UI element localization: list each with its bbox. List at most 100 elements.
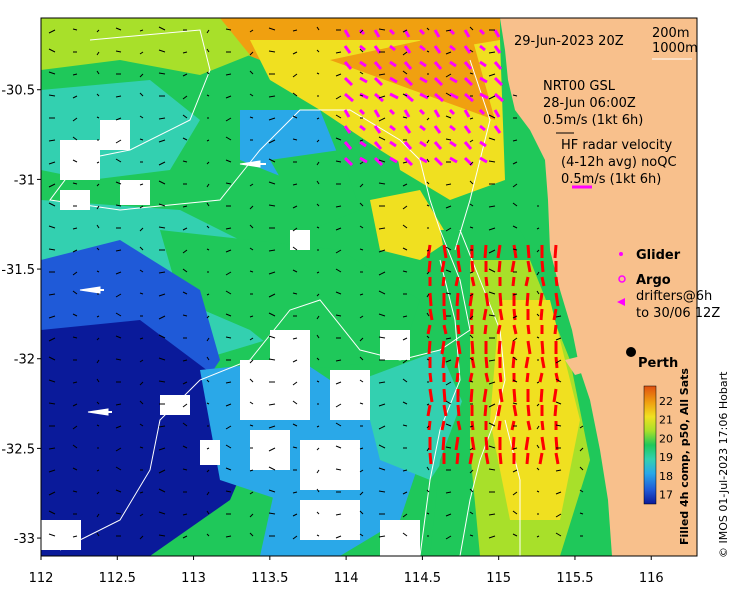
- gsl-vector: [555, 315, 562, 318]
- hf-vector: [498, 372, 503, 383]
- gsl-vector: [206, 48, 210, 53]
- hf-vector: [359, 156, 368, 164]
- legend-glider: Glider: [636, 248, 681, 263]
- gsl-vector: [292, 227, 298, 232]
- gsl-vector: [96, 183, 100, 187]
- gsl-vector: [268, 466, 276, 471]
- gsl-vector: [292, 183, 298, 186]
- gsl-vector: [249, 183, 254, 187]
- gsl-vector: [316, 357, 320, 361]
- hf-vector: [373, 109, 381, 118]
- hf-vector: [373, 156, 384, 167]
- gsl-vector: [579, 512, 584, 515]
- gsl-vector: [139, 359, 144, 363]
- gsl-vector: [426, 95, 430, 98]
- gsl-vector: [335, 291, 342, 295]
- gsl-vector: [512, 356, 518, 361]
- gsl-vector: [445, 92, 452, 97]
- credit-text: © IMOS 01-Jul-2023 17:06 Hobart: [717, 371, 730, 558]
- hf-vector: [373, 125, 382, 134]
- gsl-vector: [249, 513, 254, 518]
- hf-vector: [552, 388, 558, 403]
- gsl-vector: [512, 161, 518, 165]
- hf-vector: [419, 140, 427, 148]
- hf-vector: [497, 340, 502, 355]
- gsl-vector: [488, 205, 496, 208]
- gsl-vector: [206, 447, 210, 450]
- gsl-vector: [316, 488, 320, 493]
- gsl-vector: [115, 139, 122, 144]
- gsl-vector: [115, 271, 122, 275]
- gsl-vector: [115, 312, 122, 317]
- hf-vector: [479, 60, 487, 68]
- hf-vector: [418, 28, 426, 36]
- hf-vector: [442, 244, 448, 259]
- gsl-vector: [158, 180, 166, 185]
- hf-vector: [538, 452, 544, 465]
- gsl-vector: [268, 447, 276, 452]
- gsl-vector: [445, 269, 452, 273]
- gsl-vector: [335, 205, 342, 208]
- gsl-vector: [292, 400, 298, 405]
- hf-vector: [454, 276, 460, 287]
- gsl-vector: [316, 469, 320, 474]
- gsl-vector: [158, 334, 166, 339]
- hf-vector: [389, 156, 398, 164]
- hf-vector: [433, 61, 443, 70]
- gsl-vector: [182, 314, 188, 317]
- legend-argo: Argo: [636, 273, 671, 288]
- hf-vector: [482, 388, 488, 403]
- hf-vector: [389, 60, 397, 68]
- hf-vector: [442, 324, 448, 335]
- gsl-vector: [536, 490, 540, 493]
- gsl-vector: [316, 334, 320, 339]
- gsl-vector: [249, 205, 254, 210]
- hf-vector: [456, 324, 461, 335]
- hf-vector: [524, 276, 530, 287]
- x-axis: 112 112.5 113 113.5 114 114.5 115 115.5 116: [29, 556, 664, 586]
- gsl-vector: [555, 401, 562, 405]
- gsl-vector: [115, 204, 122, 207]
- gsl-vector: [378, 425, 386, 430]
- gsl-vector: [512, 337, 518, 342]
- hf-vector: [526, 324, 531, 335]
- gsl-vector: [359, 29, 364, 34]
- gsl-vector: [536, 535, 540, 538]
- gsl-vector: [96, 270, 100, 273]
- gsl-vector: [359, 48, 364, 53]
- hf-vector: [526, 420, 532, 431]
- gsl-vector: [426, 447, 430, 452]
- gsl-vector: [96, 51, 100, 56]
- hf-vector: [343, 45, 352, 54]
- hf-vector: [468, 452, 474, 465]
- gsl-vector: [48, 183, 56, 188]
- hf-vector: [470, 340, 475, 355]
- gsl-vector: [445, 400, 452, 405]
- gsl-vector: [426, 204, 430, 207]
- gsl-vector: [378, 28, 386, 31]
- hf-vector: [456, 244, 461, 259]
- hf-vector: [463, 76, 474, 87]
- gsl-vector: [469, 139, 474, 143]
- gsl-vector: [579, 447, 584, 452]
- hf-vector: [419, 76, 428, 84]
- hf-vector: [483, 324, 488, 335]
- gsl-vector: [488, 73, 496, 77]
- colorbar-tick-label: 22: [659, 395, 673, 408]
- hf-vector: [554, 452, 560, 465]
- gsl-vector: [158, 203, 166, 207]
- gsl-vector: [402, 532, 408, 537]
- gsl-vector: [536, 290, 540, 295]
- hf-vector: [343, 156, 354, 167]
- gsl-vector: [359, 379, 364, 383]
- gsl-vector: [292, 535, 298, 540]
- gsl-vector: [72, 444, 78, 449]
- gsl-vector: [426, 293, 430, 298]
- gsl-vector: [182, 268, 188, 273]
- hf-vector: [419, 44, 426, 52]
- gsl-vector: [316, 380, 320, 383]
- drifter-symbol: [617, 298, 625, 306]
- gsl-vector: [316, 271, 320, 274]
- gsl-vector: [512, 510, 518, 515]
- hf-vector: [512, 324, 518, 335]
